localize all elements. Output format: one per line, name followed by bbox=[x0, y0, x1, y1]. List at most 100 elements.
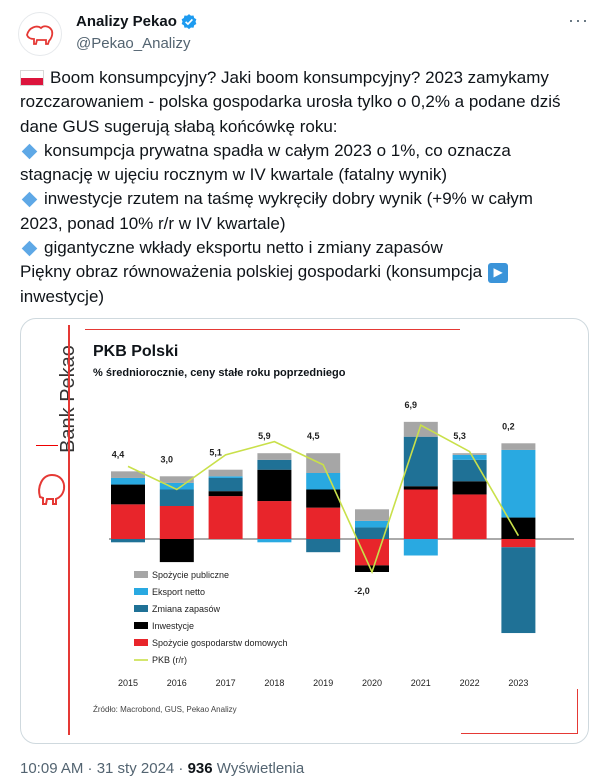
play-button-icon: ▶ bbox=[488, 262, 509, 283]
bar-segment bbox=[111, 539, 145, 543]
bar-segment bbox=[306, 539, 341, 553]
bar-segment bbox=[111, 484, 145, 505]
bar-segment bbox=[501, 517, 536, 539]
bar-segment bbox=[159, 539, 194, 563]
bar-segment bbox=[208, 477, 243, 492]
tweet-media-image[interactable]: Bank Pekao PKB Polski % średniorocznie, … bbox=[20, 318, 589, 744]
bar-segment bbox=[159, 482, 194, 490]
bar-segment bbox=[257, 453, 292, 460]
tweet-line: Piękny obraz równoważenia polskiej gospo… bbox=[20, 262, 483, 282]
blue-diamond-icon bbox=[21, 191, 38, 208]
x-tick-label: 2015 bbox=[118, 678, 138, 688]
frame-corner-line bbox=[461, 733, 578, 734]
tweet-timestamp[interactable]: 10:09 AM · 31 sty 2024 · bbox=[20, 760, 188, 777]
legend-label: Zmiana zapasów bbox=[152, 604, 221, 614]
bar-segment bbox=[501, 443, 536, 450]
blue-diamond-icon bbox=[21, 240, 38, 256]
bar-segment bbox=[208, 496, 243, 539]
tweet-line: inwestycje) bbox=[20, 286, 105, 306]
bar-segment bbox=[111, 504, 145, 539]
bison-logo-icon bbox=[38, 473, 66, 505]
bar-segment bbox=[355, 509, 389, 521]
x-tick-label: 2023 bbox=[508, 678, 528, 688]
bar-segment bbox=[208, 476, 243, 478]
bison-logo-icon bbox=[26, 25, 54, 45]
legend-swatch bbox=[134, 571, 148, 578]
bar-segment bbox=[452, 453, 487, 455]
bar-segment bbox=[355, 539, 389, 566]
x-tick-label: 2019 bbox=[313, 678, 333, 688]
legend-swatch bbox=[134, 605, 148, 612]
views-label: Wyświetlenia bbox=[212, 760, 305, 777]
bar-segment bbox=[452, 494, 487, 539]
tweet-line: Boom konsumpcyjny? Jaki boom konsumpcyjn… bbox=[50, 68, 549, 87]
bar-segment bbox=[159, 476, 194, 483]
bar-segment bbox=[208, 491, 243, 497]
data-label: 4,5 bbox=[307, 431, 320, 441]
bar-segment bbox=[355, 520, 389, 528]
chart-source: Źródło: Macrobond, GUS, Pekao Analizy bbox=[93, 705, 237, 714]
bar-segment bbox=[355, 527, 389, 539]
bar-segment bbox=[306, 507, 341, 539]
tweet-line: dane GUS sugerują słabą końcówkę roku: bbox=[20, 116, 338, 136]
bar-segment bbox=[501, 539, 536, 548]
author-name[interactable]: Analizy Pekao bbox=[76, 13, 177, 30]
tweet-line: stagnację w ujęciu rocznym w IV kwartale… bbox=[20, 165, 448, 185]
bar-segment bbox=[452, 454, 487, 460]
legend-label: PKB (r/r) bbox=[152, 655, 187, 665]
author-handle[interactable]: @Pekao_Analizy bbox=[76, 35, 191, 52]
bar-segment bbox=[403, 539, 438, 556]
bar-segment bbox=[403, 421, 438, 437]
bar-segment bbox=[159, 506, 194, 539]
frame-corner-line bbox=[577, 689, 578, 733]
data-label: 3,0 bbox=[161, 454, 174, 464]
bar-segment bbox=[355, 565, 389, 572]
bar-segment bbox=[159, 489, 194, 506]
legend-label: Eksport netto bbox=[152, 587, 205, 597]
data-label: 0,2 bbox=[502, 421, 515, 431]
bar-segment bbox=[111, 471, 145, 478]
legend-swatch bbox=[134, 588, 148, 595]
bar-segment bbox=[306, 489, 341, 508]
bar-segment bbox=[111, 477, 145, 485]
bar-segment bbox=[501, 547, 536, 634]
bar-segment bbox=[257, 459, 292, 470]
data-label: 4,4 bbox=[112, 449, 125, 459]
x-tick-label: 2018 bbox=[264, 678, 284, 688]
bar-segment bbox=[306, 453, 341, 473]
brand-separator bbox=[36, 445, 58, 446]
bar-segment bbox=[452, 481, 487, 495]
x-tick-label: 2022 bbox=[460, 678, 480, 688]
bar-segment bbox=[501, 449, 536, 518]
bar-segment bbox=[208, 469, 243, 477]
x-tick-label: 2017 bbox=[216, 678, 236, 688]
bar-segment bbox=[257, 501, 292, 539]
avatar[interactable] bbox=[18, 12, 62, 56]
tweet-line: gigantyczne wkłady eksportu netto i zmia… bbox=[44, 238, 443, 258]
legend-label: Spożycie publiczne bbox=[152, 570, 229, 580]
bar-segment bbox=[257, 469, 292, 502]
legend-label: Inwestycje bbox=[152, 621, 194, 631]
tweet-meta: 10:09 AM · 31 sty 2024 · 936 Wyświetleni… bbox=[20, 760, 304, 777]
frame-top-line bbox=[85, 329, 460, 330]
tweet-line: rozczarowaniem - polska gospodarka urosł… bbox=[20, 92, 561, 112]
data-label: 5,3 bbox=[453, 431, 466, 441]
data-label: 5,9 bbox=[258, 431, 271, 441]
bar-segment bbox=[257, 539, 292, 543]
tweet-text: Boom konsumpcyjny? Jaki boom konsumpcyjn… bbox=[20, 66, 580, 309]
bar-segment bbox=[403, 489, 438, 539]
view-count: 936 bbox=[187, 760, 213, 777]
data-label: 6,9 bbox=[405, 400, 418, 410]
brand-vertical-line bbox=[68, 325, 70, 735]
more-options-icon[interactable]: ··· bbox=[568, 10, 589, 30]
legend-swatch bbox=[134, 639, 148, 646]
verified-badge-icon bbox=[181, 14, 197, 30]
tweet-line: konsumpcja prywatna spadła w całym 2023 … bbox=[44, 140, 511, 160]
x-tick-label: 2020 bbox=[362, 678, 382, 688]
legend-label: Spożycie gospodarstw domowych bbox=[152, 638, 288, 648]
data-label: -2,0 bbox=[354, 586, 370, 596]
poland-flag-icon bbox=[20, 70, 44, 87]
gdp-chart: 2015 4,4 2016 3,0 2017 5,1 2018 5,9 2019 4,5 2020 -… bbox=[109, 400, 574, 688]
tweet-line: 2023, ponad 10% r/r w IV kwartale) bbox=[20, 213, 286, 233]
